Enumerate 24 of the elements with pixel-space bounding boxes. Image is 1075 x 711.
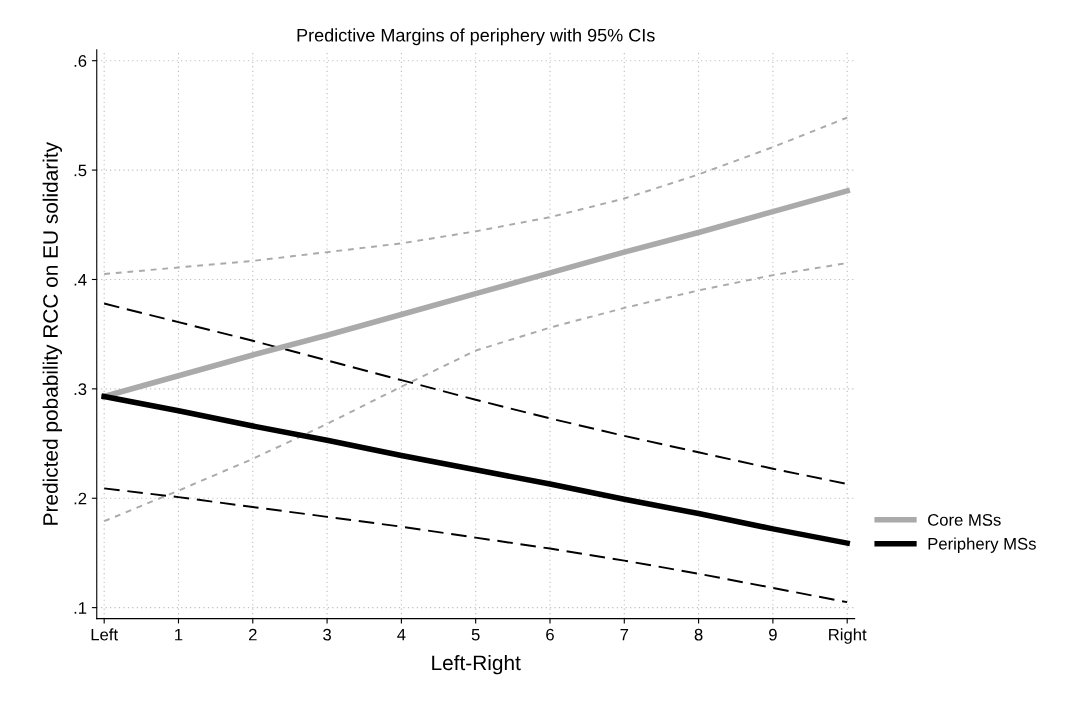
line-series [103, 487, 849, 604]
y-tick-label: .5 [74, 164, 87, 177]
y-tick-label: .3 [74, 383, 87, 396]
x-axis-title: Left-Right [432, 654, 521, 675]
y-axis-title: Predicted pobability RCC on EU solidarity [42, 141, 63, 525]
x-tick-label: 7 [620, 628, 629, 641]
legend-label: Periphery MSs [928, 537, 1036, 553]
y-tick-label: .6 [74, 55, 87, 67]
x-tick-label: 9 [769, 628, 777, 641]
legend-label: Core MSs [928, 513, 1001, 526]
x-tick-label: Right [829, 628, 867, 644]
x-tick-label: Left [91, 628, 118, 641]
x-tick-label: 3 [323, 628, 331, 641]
chart-title: Predictive Margins of periphery with 95% CIs [297, 28, 655, 46]
x-tick-label: 5 [471, 628, 480, 641]
y-tick-label: .2 [74, 492, 87, 505]
line-series [103, 116, 849, 275]
x-tick-label: 1 [175, 628, 183, 641]
x-tick-label: 8 [694, 628, 703, 641]
y-tick-label: .4 [74, 274, 87, 286]
x-tick-label: 6 [546, 628, 554, 641]
x-tick-label: 2 [248, 628, 257, 641]
y-tick-label: .1 [74, 602, 87, 614]
x-tick-label: 4 [397, 628, 406, 641]
